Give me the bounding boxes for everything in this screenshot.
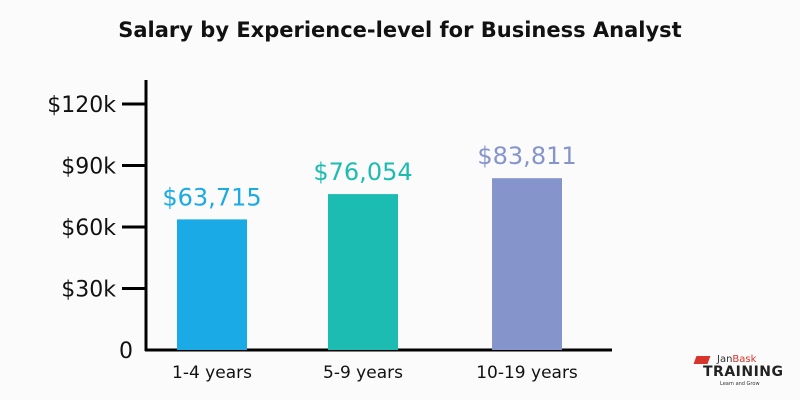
bar	[177, 219, 247, 350]
data-label: $83,811	[477, 142, 576, 170]
graduation-cap-icon	[693, 356, 711, 364]
logo-text-a: Jan	[717, 354, 733, 365]
y-tick-label: $90k	[61, 155, 116, 180]
logo-text-b: Bask	[732, 354, 757, 365]
x-tick-label: 5-9 years	[323, 363, 403, 383]
y-tick-label: $60k	[61, 216, 116, 241]
x-tick-label: 1-4 years	[172, 363, 252, 383]
x-tick-label: 10-19 years	[476, 363, 578, 383]
chart-title: Salary by Experience-level for Business …	[118, 18, 682, 42]
y-tick-label: 0	[119, 339, 133, 364]
bar	[492, 178, 562, 350]
data-label: $63,715	[162, 183, 261, 211]
y-tick-label: $120k	[47, 93, 116, 118]
logo-text-c: TRAINING	[703, 364, 784, 380]
y-tick-label: $30k	[61, 278, 116, 303]
data-label: $76,054	[313, 158, 412, 186]
janbask-logo: JanBask TRAINING Learn and Grow	[693, 354, 785, 390]
bar	[328, 194, 398, 350]
logo-tagline: Learn and Grow	[720, 381, 760, 387]
